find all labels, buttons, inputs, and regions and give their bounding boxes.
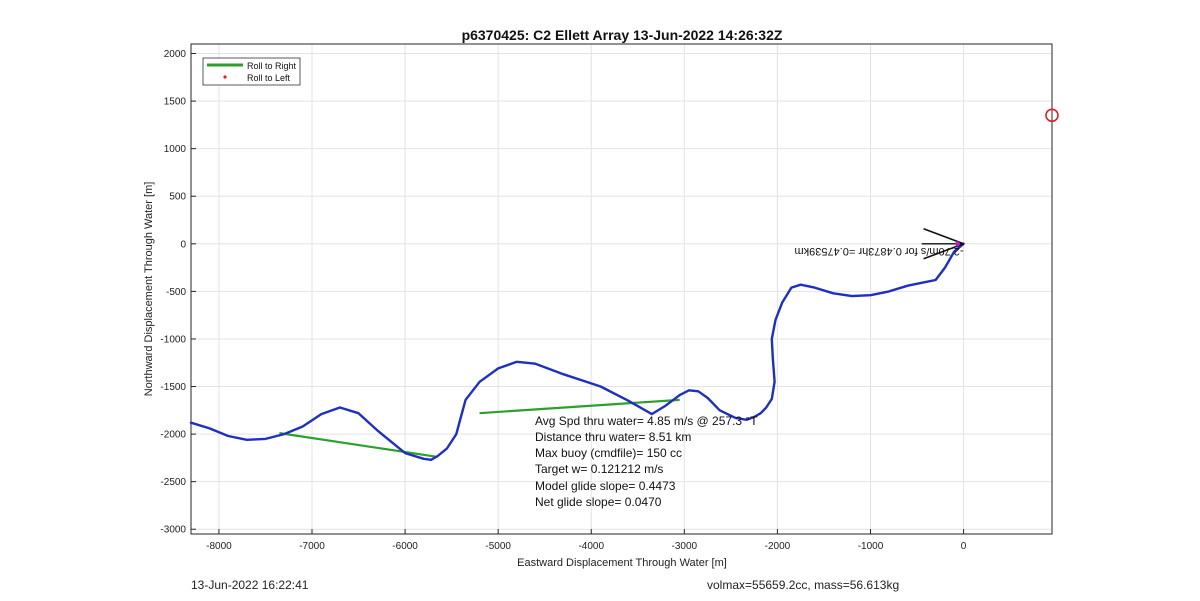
arrow-tip-dot bbox=[955, 241, 960, 247]
x-tick-label: -5000 bbox=[485, 541, 511, 552]
y-tick-label: -1500 bbox=[160, 382, 186, 393]
axes-box bbox=[190, 43, 1053, 535]
x-tick-label: -6000 bbox=[392, 541, 418, 552]
legend-label-roll-left: Roll to Left bbox=[247, 73, 291, 83]
y-tick-label: -500 bbox=[166, 287, 186, 298]
footer-volmax-mass: volmax=55659.2cc, mass=56.613kg bbox=[707, 578, 900, 592]
y-axis-label: Northward Displacement Through Water [m] bbox=[143, 182, 155, 397]
x-tick-label: -8000 bbox=[206, 541, 232, 552]
x-tick-label: -3000 bbox=[672, 541, 698, 552]
y-tick-label: 1000 bbox=[164, 144, 187, 155]
y-tick-label: -1000 bbox=[160, 334, 186, 345]
legend-box bbox=[202, 57, 301, 86]
x-tick-label: 0 bbox=[961, 541, 967, 552]
x-tick-label: -7000 bbox=[299, 541, 325, 552]
target-circle bbox=[1045, 108, 1059, 123]
annotation-net-glide-slope: Net glide slope= 0.0470 bbox=[535, 495, 662, 509]
chart-title: p6370425: C2 Ellett Array 13-Jun-2022 14… bbox=[462, 27, 783, 43]
x-axis-label: Eastward Displacement Through Water [m] bbox=[517, 557, 727, 569]
heading-arrow: -2.70m/s for 0.4873hr =0.47539km bbox=[794, 228, 964, 260]
roll-right-segment bbox=[279, 432, 438, 459]
arrow-head-upper bbox=[923, 228, 964, 245]
y-tick-label: 0 bbox=[180, 239, 186, 250]
legend: Roll to Right Roll to Left bbox=[202, 57, 301, 86]
annotation-target-w: Target w= 0.121212 m/s bbox=[535, 462, 663, 476]
axis-ticks: -8000 -7000 -6000 -5000 -4000 -3000 -2000 -1000… bbox=[160, 49, 966, 552]
arrow-label: -2.70m/s for 0.4873hr =0.47539km bbox=[794, 245, 963, 257]
annotation-model-glide-slope: Model glide slope= 0.4473 bbox=[535, 479, 676, 493]
y-tick-label: -3000 bbox=[160, 525, 186, 536]
grid-lines bbox=[191, 44, 1052, 534]
y-tick-label: -2500 bbox=[160, 477, 186, 488]
y-tick-label: -2000 bbox=[160, 430, 186, 441]
annotation-distance: Distance thru water= 8.51 km bbox=[535, 430, 691, 444]
y-tick-label: 1500 bbox=[164, 97, 187, 108]
footer-timestamp: 13-Jun-2022 16:22:41 bbox=[191, 578, 309, 592]
y-tick-label: 2000 bbox=[164, 49, 187, 60]
stats-annotations: Avg Spd thru water= 4.85 m/s @ 257.3 °T … bbox=[535, 414, 758, 509]
legend-label-roll-right: Roll to Right bbox=[247, 61, 297, 71]
x-tick-label: -1000 bbox=[858, 541, 884, 552]
annotation-max-buoy: Max buoy (cmdfile)= 150 cc bbox=[535, 446, 682, 460]
x-tick-label: -4000 bbox=[578, 541, 604, 552]
arrow-head-lower bbox=[923, 243, 964, 260]
roll-right-segment bbox=[479, 398, 680, 415]
track-line bbox=[189, 242, 965, 461]
x-tick-label: -2000 bbox=[765, 541, 791, 552]
y-tick-label: 500 bbox=[169, 192, 186, 203]
data-marks bbox=[189, 108, 1059, 461]
annotation-avg-speed: Avg Spd thru water= 4.85 m/s @ 257.3 °T bbox=[535, 414, 758, 428]
legend-swatch-roll-left bbox=[223, 75, 227, 79]
